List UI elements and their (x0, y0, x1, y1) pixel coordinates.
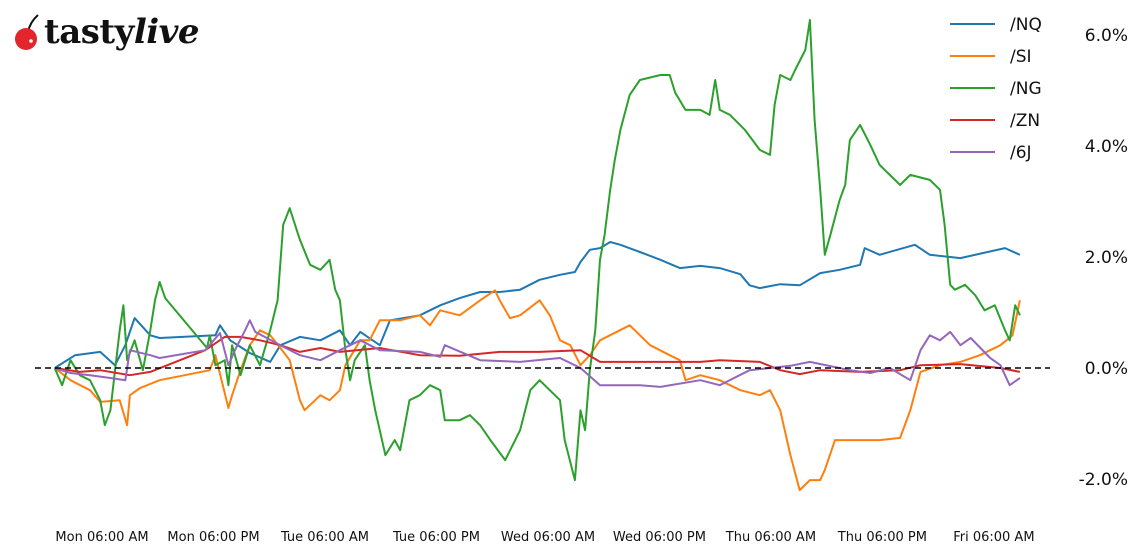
y-tick-label: 2.0% (1085, 248, 1128, 268)
legend-label: /NG (1010, 79, 1042, 99)
series-line-ng (53, 19, 1021, 482)
x-tick-label: Tue 06:00 AM (280, 530, 369, 545)
series-lines (53, 19, 1021, 492)
series-line-si (54, 289, 1021, 492)
x-tick-label: Mon 06:00 AM (55, 530, 148, 545)
legend: /NQ/SI/NG/ZN/6J (950, 15, 1042, 163)
x-tick-label: Fri 06:00 AM (953, 530, 1034, 545)
y-axis-ticks: 6.0% 4.0% 2.0% 0.0% -2.0% (1079, 26, 1128, 490)
cherry-icon (15, 14, 39, 50)
x-tick-label: Tue 06:00 PM (392, 530, 480, 545)
legend-label: /ZN (1010, 111, 1040, 131)
series-line-nq (54, 241, 1021, 369)
y-tick-label: 6.0% (1085, 26, 1128, 46)
tastylive-logo: tastylive (10, 12, 200, 52)
logo-wordmark: tastylive (44, 12, 200, 52)
legend-label: /NQ (1010, 15, 1042, 35)
series-line-zn (54, 335, 1021, 377)
x-tick-label: Thu 06:00 PM (837, 530, 927, 545)
y-tick-label: -2.0% (1079, 470, 1128, 490)
y-tick-label: 0.0% (1085, 359, 1128, 379)
series-line-6j (54, 319, 1021, 388)
x-axis-ticks: Mon 06:00 AM Mon 06:00 PM Tue 06:00 AM Tue … (55, 530, 1034, 545)
x-tick-label: Wed 06:00 PM (613, 530, 706, 545)
legend-label: /SI (1010, 47, 1032, 67)
legend-label: /6J (1010, 143, 1032, 163)
y-tick-label: 4.0% (1085, 137, 1128, 157)
x-tick-label: Wed 06:00 AM (501, 530, 595, 545)
x-tick-label: Thu 06:00 AM (725, 530, 816, 545)
x-tick-label: Mon 06:00 PM (167, 530, 259, 545)
